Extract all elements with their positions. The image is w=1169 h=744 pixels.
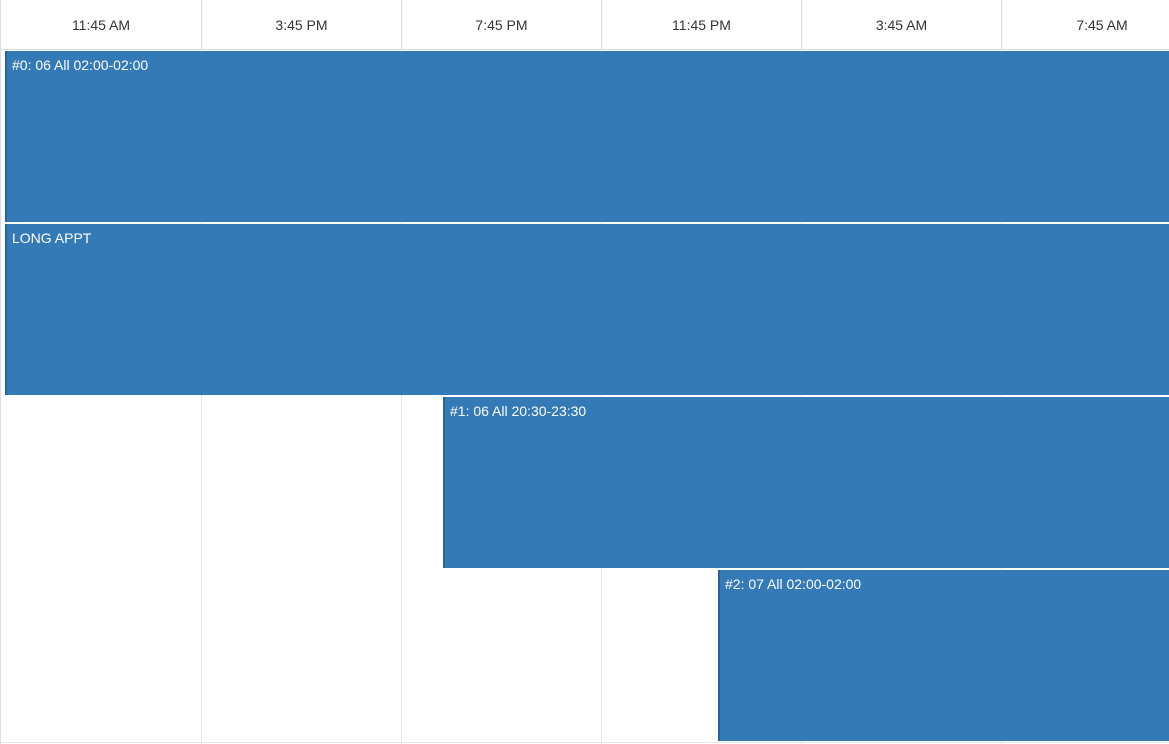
appointment-event[interactable]: #0: 06 All 02:00-02:00	[5, 51, 1169, 222]
time-slot-header: 7:45 PM	[402, 0, 602, 50]
appointment-event[interactable]: #2: 07 All 02:00-02:00	[718, 570, 1169, 741]
time-slot-header: 7:45 AM	[1076, 17, 1128, 33]
time-slot-header: 11:45 AM	[1, 0, 202, 50]
time-slot-column[interactable]	[1, 51, 202, 744]
time-slot-header: 3:45 AM	[802, 0, 1002, 50]
appointment-event[interactable]: #1: 06 All 20:30-23:30	[443, 397, 1169, 568]
time-slot-header: 3:45 PM	[202, 0, 402, 50]
time-slot-column[interactable]	[202, 51, 402, 744]
row-divider	[1, 742, 1169, 743]
appointment-event[interactable]: LONG APPT	[5, 224, 1169, 395]
time-header: 11:45 AM 3:45 PM 7:45 PM 11:45 PM 3:45 A…	[1, 0, 1169, 50]
time-slot-header: 11:45 PM	[602, 0, 802, 50]
